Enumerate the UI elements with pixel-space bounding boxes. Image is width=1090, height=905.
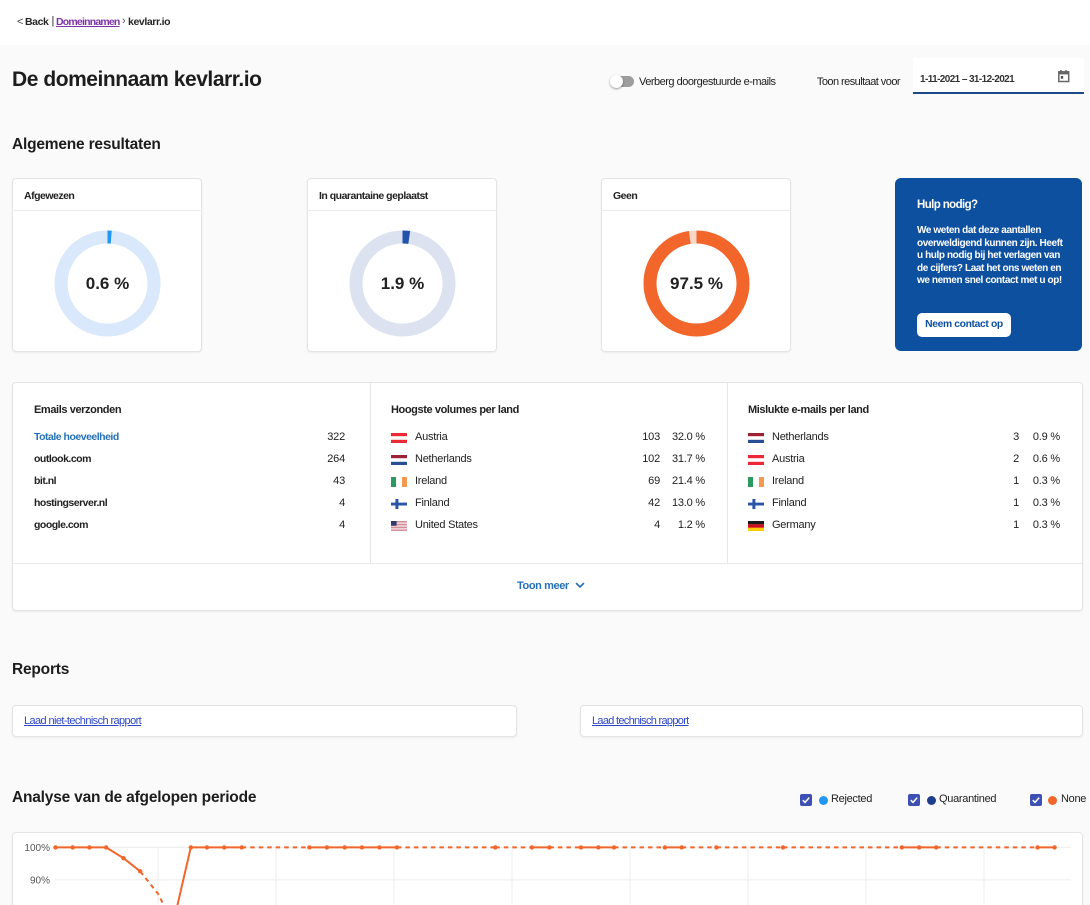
svg-text:100%: 100% [24, 843, 50, 854]
svg-text:90%: 90% [30, 875, 50, 886]
